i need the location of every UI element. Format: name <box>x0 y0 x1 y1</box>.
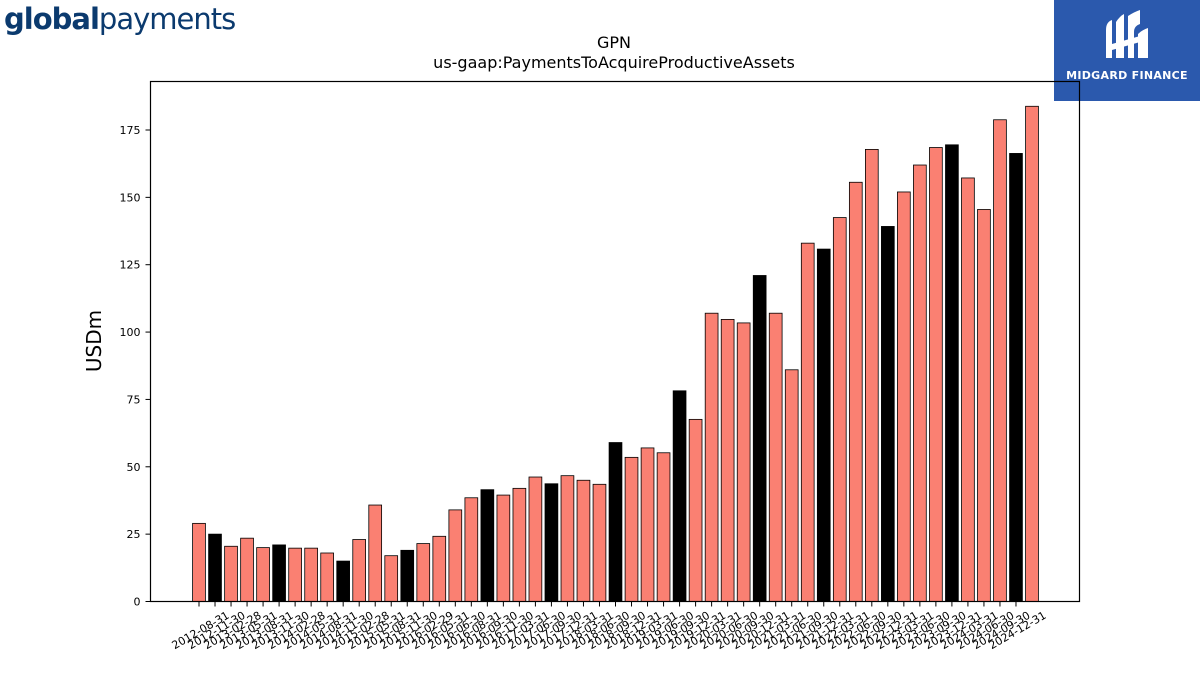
bar <box>384 555 399 602</box>
y-tick-label: 125 <box>120 259 141 272</box>
bar <box>304 547 318 602</box>
bar <box>336 560 350 602</box>
bar <box>208 533 222 602</box>
bar <box>608 442 623 602</box>
bar <box>432 535 447 602</box>
bar <box>368 504 383 602</box>
bar <box>496 494 511 602</box>
bar <box>672 390 687 602</box>
bar <box>480 489 495 602</box>
plot-frame <box>149 80 1081 603</box>
brand-rest: payments <box>98 2 236 36</box>
bar <box>881 226 895 602</box>
bar <box>544 483 559 602</box>
y-ticks: 0 25 50 75 100 125 150 175 <box>120 124 151 609</box>
bar <box>897 191 911 602</box>
bar <box>800 242 815 602</box>
bar <box>736 322 751 602</box>
bar <box>448 509 463 602</box>
global-payments-logo: globalpayments <box>4 0 236 38</box>
bar <box>560 475 575 602</box>
bar <box>512 487 527 602</box>
bar <box>528 476 543 602</box>
bar <box>592 483 607 602</box>
bar <box>656 452 671 602</box>
bar <box>1025 105 1039 602</box>
bar <box>352 539 366 602</box>
bar <box>848 181 863 602</box>
bar <box>240 537 254 602</box>
y-tick-label: 100 <box>120 326 141 339</box>
bars <box>192 105 1039 602</box>
bar <box>961 177 975 602</box>
bar <box>704 312 719 602</box>
bar <box>816 248 831 602</box>
bar <box>784 369 799 602</box>
bar <box>865 148 879 602</box>
bar <box>768 312 783 602</box>
midgard-finance-badge: MIDGARD FINANCE <box>1054 0 1200 101</box>
y-tick-label: 175 <box>120 124 141 137</box>
badge-label: MIDGARD FINANCE <box>1066 69 1188 82</box>
bar <box>224 545 238 602</box>
y-tick-label: 75 <box>127 393 141 406</box>
brand-bold: global <box>4 2 100 36</box>
bar <box>272 544 286 602</box>
bar <box>720 319 735 602</box>
y-tick-label: 150 <box>120 191 141 204</box>
bar <box>464 497 479 602</box>
y-axis-label: USDm <box>82 310 106 372</box>
chart-title: GPN <box>597 33 631 52</box>
bar <box>993 119 1007 602</box>
x-ticks: 2012-08-312012-11-302013-02-282013-05-31… <box>170 601 1048 652</box>
bar <box>832 217 847 602</box>
bar <box>416 543 431 602</box>
bar <box>288 547 302 602</box>
y-tick-label: 25 <box>127 528 141 541</box>
bar <box>624 456 639 602</box>
bar <box>640 447 655 602</box>
bar <box>320 552 334 602</box>
midgard-logo-icon <box>1106 10 1148 58</box>
y-tick-label: 0 <box>134 596 141 609</box>
bar <box>688 418 703 602</box>
bar <box>913 164 927 602</box>
bar <box>192 522 206 602</box>
bar <box>400 549 415 602</box>
bar <box>977 209 991 602</box>
bar <box>752 275 767 602</box>
bar <box>929 147 943 602</box>
chart-subtitle: us-gaap:PaymentsToAcquireProductiveAsset… <box>433 53 795 72</box>
bar <box>945 144 959 602</box>
bar <box>1009 153 1023 602</box>
bar <box>256 547 270 602</box>
bar <box>576 479 591 602</box>
y-tick-label: 50 <box>127 461 141 474</box>
